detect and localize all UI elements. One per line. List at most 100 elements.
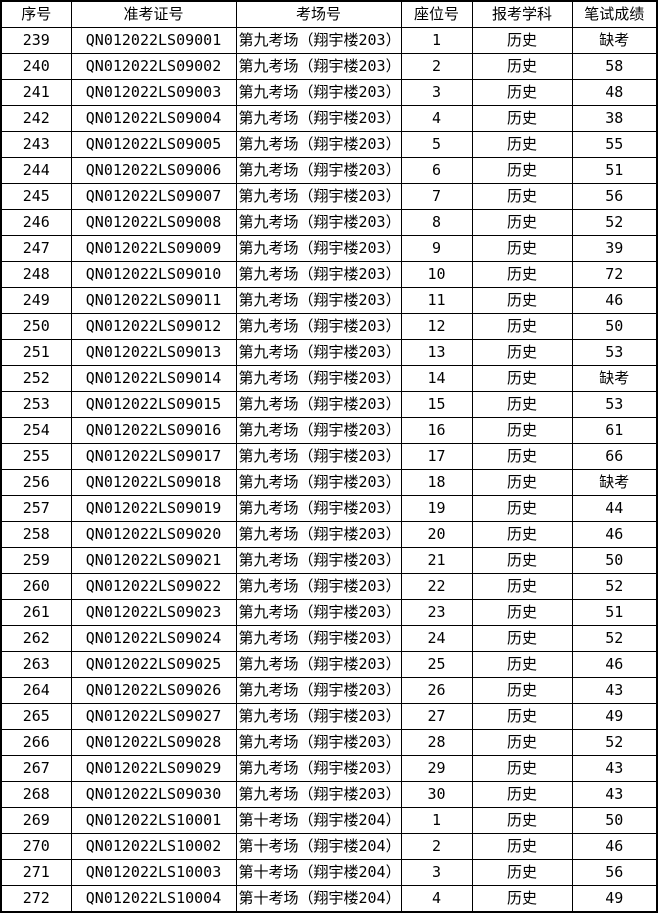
- cell-subject: 历史: [471, 885, 573, 913]
- cell-ticket: QN012022LS09002: [70, 53, 237, 80]
- cell-serial: 271: [0, 859, 72, 886]
- cell-serial: 248: [0, 261, 72, 288]
- table-row: 243 QN012022LS09005 第九考场（翔宇楼203） 5 历史 55: [0, 131, 658, 158]
- cell-score: 52: [571, 209, 658, 236]
- cell-subject: 历史: [471, 729, 573, 756]
- table-row: 241 QN012022LS09003 第九考场（翔宇楼203） 3 历史 48: [0, 79, 658, 106]
- cell-subject: 历史: [471, 313, 573, 340]
- table-row: 251 QN012022LS09013 第九考场（翔宇楼203） 13 历史 53: [0, 339, 658, 366]
- cell-ticket: QN012022LS09011: [70, 287, 237, 314]
- cell-seat: 5: [400, 131, 473, 158]
- cell-score: 72: [571, 261, 658, 288]
- cell-ticket: QN012022LS09026: [70, 677, 237, 704]
- cell-seat: 19: [400, 495, 473, 522]
- cell-seat: 13: [400, 339, 473, 366]
- cell-seat: 11: [400, 287, 473, 314]
- table-row: 271 QN012022LS10003 第十考场（翔宇楼204） 3 历史 56: [0, 859, 658, 886]
- cell-score: 46: [571, 651, 658, 678]
- cell-seat: 17: [400, 443, 473, 470]
- cell-ticket: QN012022LS09015: [70, 391, 237, 418]
- cell-subject: 历史: [471, 521, 573, 548]
- cell-room: 第九考场（翔宇楼203）: [235, 625, 402, 652]
- cell-score: 48: [571, 79, 658, 106]
- cell-serial: 242: [0, 105, 72, 132]
- column-header-subject: 报考学科: [471, 0, 573, 28]
- cell-room: 第九考场（翔宇楼203）: [235, 521, 402, 548]
- cell-serial: 264: [0, 677, 72, 704]
- cell-subject: 历史: [471, 547, 573, 574]
- cell-subject: 历史: [471, 391, 573, 418]
- cell-room: 第九考场（翔宇楼203）: [235, 261, 402, 288]
- cell-serial: 250: [0, 313, 72, 340]
- table-row: 272 QN012022LS10004 第十考场（翔宇楼204） 4 历史 49: [0, 885, 658, 913]
- cell-ticket: QN012022LS09021: [70, 547, 237, 574]
- cell-ticket: QN012022LS09018: [70, 469, 237, 496]
- cell-ticket: QN012022LS09020: [70, 521, 237, 548]
- cell-room: 第九考场（翔宇楼203）: [235, 469, 402, 496]
- cell-subject: 历史: [471, 131, 573, 158]
- table-body: 239 QN012022LS09001 第九考场（翔宇楼203） 1 历史 缺考 240 QN…: [0, 27, 658, 913]
- cell-ticket: QN012022LS09025: [70, 651, 237, 678]
- cell-seat: 24: [400, 625, 473, 652]
- cell-subject: 历史: [471, 703, 573, 730]
- cell-ticket: QN012022LS09014: [70, 365, 237, 392]
- cell-room: 第九考场（翔宇楼203）: [235, 573, 402, 600]
- cell-subject: 历史: [471, 339, 573, 366]
- cell-ticket: QN012022LS09019: [70, 495, 237, 522]
- cell-seat: 7: [400, 183, 473, 210]
- cell-subject: 历史: [471, 53, 573, 80]
- cell-seat: 21: [400, 547, 473, 574]
- cell-serial: 245: [0, 183, 72, 210]
- cell-ticket: QN012022LS09024: [70, 625, 237, 652]
- cell-serial: 254: [0, 417, 72, 444]
- cell-serial: 244: [0, 157, 72, 184]
- cell-seat: 12: [400, 313, 473, 340]
- cell-seat: 30: [400, 781, 473, 808]
- table-header-row: 序号 准考证号 考场号 座位号 报考学科 笔试成绩: [0, 0, 658, 28]
- table-row: 257 QN012022LS09019 第九考场（翔宇楼203） 19 历史 44: [0, 495, 658, 522]
- cell-subject: 历史: [471, 27, 573, 54]
- cell-seat: 23: [400, 599, 473, 626]
- cell-serial: 270: [0, 833, 72, 860]
- cell-score: 缺考: [571, 27, 658, 54]
- table-row: 249 QN012022LS09011 第九考场（翔宇楼203） 11 历史 46: [0, 287, 658, 314]
- cell-subject: 历史: [471, 495, 573, 522]
- cell-ticket: QN012022LS09013: [70, 339, 237, 366]
- cell-score: 49: [571, 885, 658, 913]
- cell-serial: 267: [0, 755, 72, 782]
- table-row: 260 QN012022LS09022 第九考场（翔宇楼203） 22 历史 52: [0, 573, 658, 600]
- cell-score: 55: [571, 131, 658, 158]
- cell-serial: 272: [0, 885, 72, 913]
- cell-subject: 历史: [471, 677, 573, 704]
- cell-room: 第九考场（翔宇楼203）: [235, 157, 402, 184]
- cell-room: 第九考场（翔宇楼203）: [235, 313, 402, 340]
- cell-score: 缺考: [571, 365, 658, 392]
- cell-seat: 27: [400, 703, 473, 730]
- cell-seat: 6: [400, 157, 473, 184]
- column-header-room: 考场号: [235, 0, 402, 28]
- cell-subject: 历史: [471, 157, 573, 184]
- table-row: 242 QN012022LS09004 第九考场（翔宇楼203） 4 历史 38: [0, 105, 658, 132]
- cell-room: 第十考场（翔宇楼204）: [235, 807, 402, 834]
- cell-room: 第九考场（翔宇楼203）: [235, 755, 402, 782]
- table-row: 245 QN012022LS09007 第九考场（翔宇楼203） 7 历史 56: [0, 183, 658, 210]
- cell-ticket: QN012022LS09003: [70, 79, 237, 106]
- cell-ticket: QN012022LS09030: [70, 781, 237, 808]
- cell-room: 第九考场（翔宇楼203）: [235, 339, 402, 366]
- table-row: 265 QN012022LS09027 第九考场（翔宇楼203） 27 历史 49: [0, 703, 658, 730]
- table-row: 267 QN012022LS09029 第九考场（翔宇楼203） 29 历史 43: [0, 755, 658, 782]
- cell-subject: 历史: [471, 807, 573, 834]
- cell-room: 第九考场（翔宇楼203）: [235, 729, 402, 756]
- cell-ticket: QN012022LS09008: [70, 209, 237, 236]
- table-row: 262 QN012022LS09024 第九考场（翔宇楼203） 24 历史 52: [0, 625, 658, 652]
- table-row: 256 QN012022LS09018 第九考场（翔宇楼203） 18 历史 缺考: [0, 469, 658, 496]
- cell-subject: 历史: [471, 183, 573, 210]
- cell-subject: 历史: [471, 833, 573, 860]
- cell-room: 第九考场（翔宇楼203）: [235, 677, 402, 704]
- cell-score: 50: [571, 313, 658, 340]
- cell-subject: 历史: [471, 417, 573, 444]
- cell-ticket: QN012022LS09006: [70, 157, 237, 184]
- cell-subject: 历史: [471, 651, 573, 678]
- table-row: 248 QN012022LS09010 第九考场（翔宇楼203） 10 历史 72: [0, 261, 658, 288]
